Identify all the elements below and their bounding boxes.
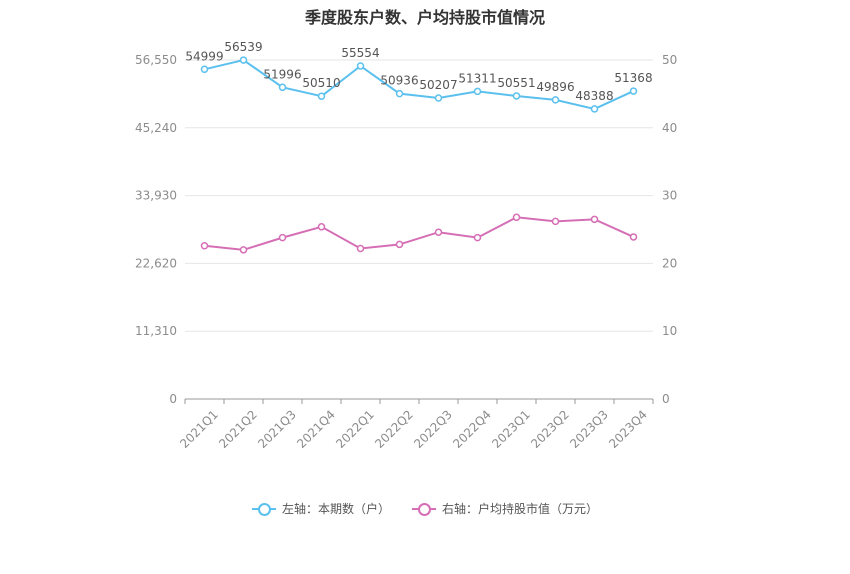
right-axis-tick-label: 10 bbox=[662, 324, 677, 338]
households-series-line bbox=[204, 58, 634, 110]
x-axis-tick-label: 2023Q3 bbox=[567, 407, 611, 451]
avg-value-point bbox=[434, 228, 443, 236]
x-axis-tick-label: 2023Q2 bbox=[528, 407, 572, 451]
households-point bbox=[395, 89, 404, 98]
avg-value-point bbox=[590, 215, 599, 224]
households-data-label: 50936 bbox=[380, 74, 418, 88]
avg-value-point bbox=[473, 233, 482, 242]
households-point bbox=[551, 96, 560, 104]
legend-swatch-avg-value bbox=[412, 502, 436, 516]
avg-value-series-line bbox=[204, 216, 634, 251]
right-axis-tick-label: 50 bbox=[662, 53, 677, 67]
right-axis-tick-label: 20 bbox=[662, 256, 677, 270]
right-axis-tick-label: 40 bbox=[662, 121, 677, 135]
households-point bbox=[590, 105, 599, 113]
x-axis-tick-label: 2022Q2 bbox=[372, 407, 416, 451]
avg-value-point bbox=[512, 213, 521, 222]
legend-swatch-households bbox=[251, 502, 276, 516]
avg-value-point bbox=[629, 233, 638, 241]
households-data-label: 55554 bbox=[341, 46, 379, 60]
x-axis-tick-label: 2021Q3 bbox=[255, 407, 299, 451]
avg-value-point bbox=[395, 240, 404, 249]
households-data-label: 49896 bbox=[536, 80, 574, 94]
households-point bbox=[278, 83, 287, 92]
left-axis-tick-label: 0 bbox=[169, 392, 177, 406]
households-data-label: 51311 bbox=[458, 71, 496, 85]
x-axis-tick-label: 2021Q1 bbox=[177, 407, 221, 451]
households-point bbox=[200, 65, 209, 74]
right-axis-tick-label: 30 bbox=[662, 189, 677, 203]
left-axis-tick-label: 56,550 bbox=[135, 53, 177, 67]
legend: 左轴：本期数（户） 右轴：户均持股市值（万元） bbox=[0, 500, 850, 517]
avg-value-point bbox=[317, 223, 326, 231]
households-data-label: 48388 bbox=[575, 89, 613, 103]
x-axis-tick-label: 2022Q4 bbox=[450, 407, 494, 451]
households-point bbox=[473, 87, 482, 96]
legend-item-avg-value[interactable]: 右轴：户均持股市值（万元） bbox=[412, 500, 598, 517]
left-axis-tick-label: 22,620 bbox=[135, 256, 177, 270]
households-data-label: 56539 bbox=[224, 40, 262, 54]
x-axis-tick-label: 2023Q4 bbox=[606, 407, 650, 451]
households-data-label: 50207 bbox=[419, 78, 457, 92]
chart-title: 季度股东户数、户均持股市值情况 bbox=[304, 8, 545, 27]
households-point bbox=[434, 94, 443, 102]
legend-item-households[interactable]: 左轴：本期数（户） bbox=[251, 500, 390, 517]
households-data-label: 51996 bbox=[263, 67, 301, 81]
avg-value-point bbox=[278, 233, 287, 242]
left-axis-tick-label: 33,930 bbox=[135, 189, 177, 203]
x-axis-tick-label: 2021Q4 bbox=[294, 407, 338, 451]
avg-value-point bbox=[200, 242, 209, 250]
households-data-label: 50551 bbox=[497, 76, 535, 90]
households-point bbox=[239, 56, 248, 64]
avg-value-point bbox=[239, 246, 248, 254]
left-axis-tick-label: 11,310 bbox=[135, 324, 177, 338]
x-axis-tick-label: 2022Q1 bbox=[333, 407, 377, 451]
households-point bbox=[512, 92, 521, 100]
households-data-label: 51368 bbox=[614, 71, 652, 85]
households-point bbox=[629, 87, 638, 95]
x-axis-tick-label: 2022Q3 bbox=[411, 407, 455, 451]
right-axis-tick-label: 0 bbox=[662, 392, 670, 406]
households-data-label: 50510 bbox=[302, 76, 340, 90]
households-point bbox=[356, 62, 365, 70]
avg-value-point bbox=[356, 244, 365, 253]
x-axis-tick-label: 2023Q1 bbox=[489, 407, 533, 451]
avg-value-point bbox=[551, 217, 560, 226]
households-point bbox=[317, 92, 326, 100]
x-axis-tick-label: 2021Q2 bbox=[216, 407, 260, 451]
households-data-label: 54999 bbox=[185, 49, 223, 63]
left-axis-tick-label: 45,240 bbox=[135, 121, 177, 135]
legend-label-households: 左轴：本期数（户） bbox=[281, 502, 390, 516]
legend-label-avg-value: 右轴：户均持股市值（万元） bbox=[442, 502, 599, 516]
